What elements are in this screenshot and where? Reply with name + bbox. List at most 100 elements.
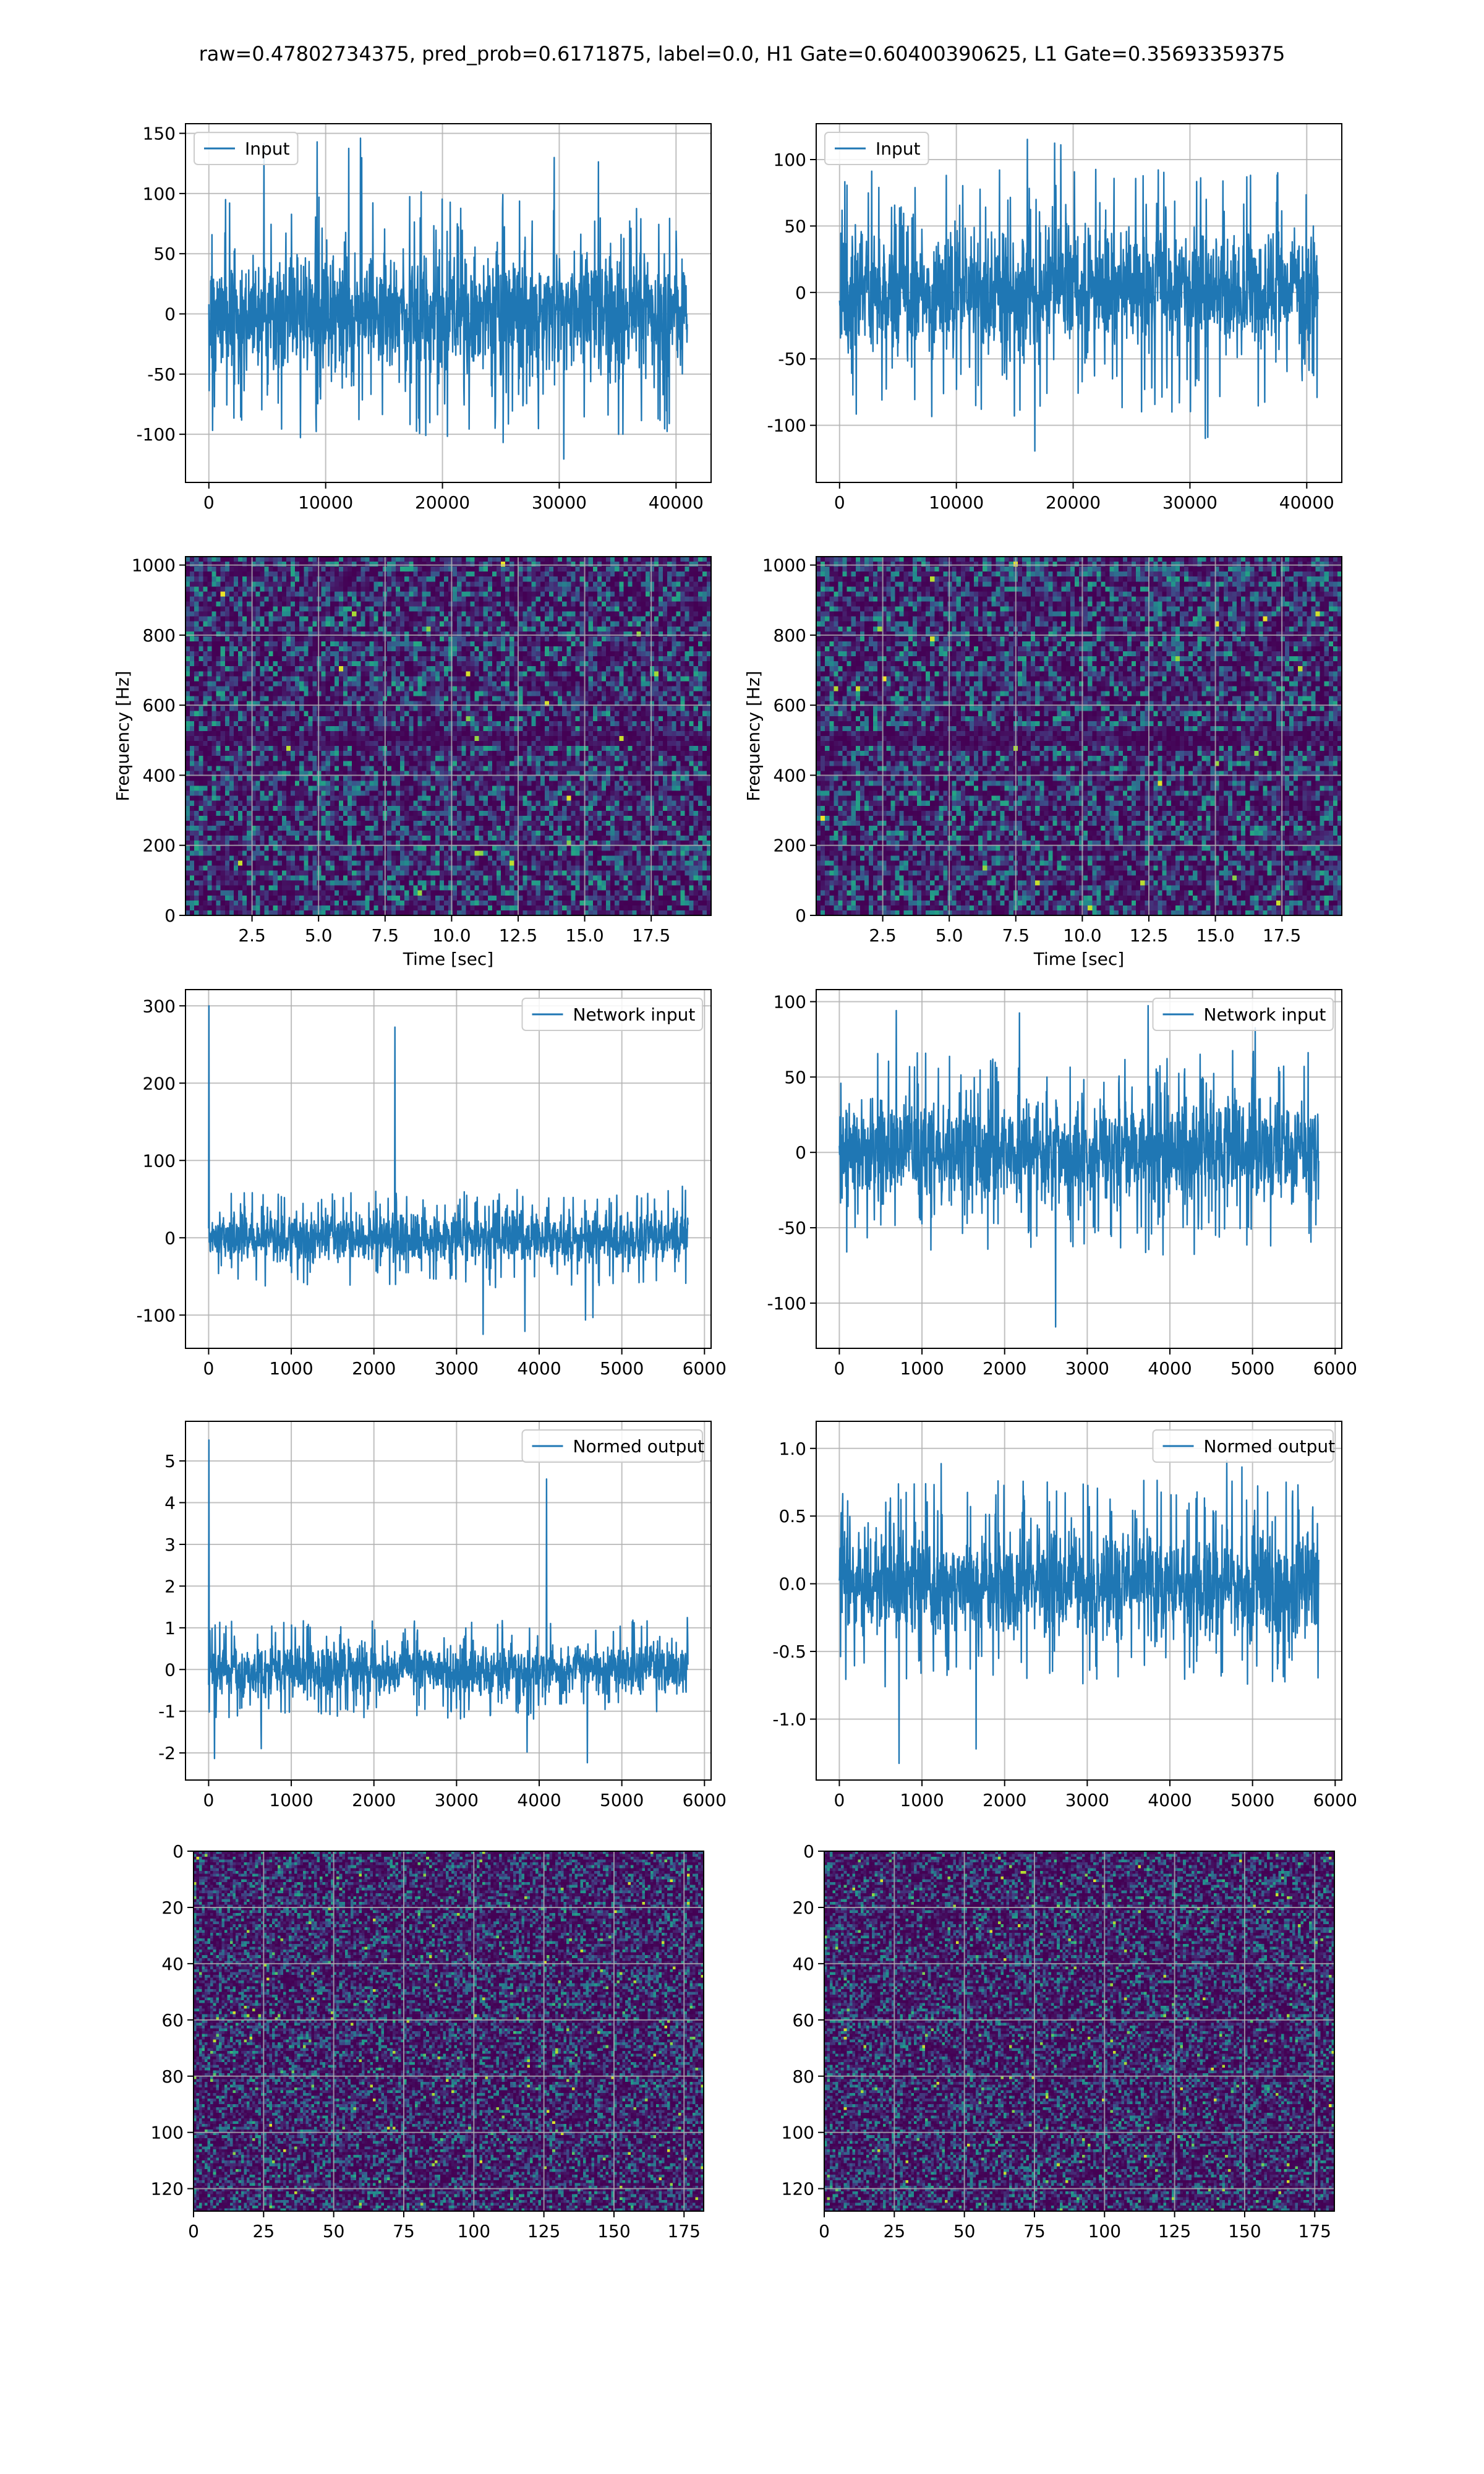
heat-cell	[348, 567, 352, 572]
heat-cell	[194, 586, 199, 592]
heat-cell	[532, 567, 537, 572]
heat-cell	[396, 607, 401, 612]
heat-cell	[532, 646, 537, 652]
heat-cell	[198, 567, 203, 572]
heat-cell	[702, 622, 707, 627]
heat-cell	[558, 656, 563, 662]
heat-cell	[444, 586, 449, 592]
heat-cell	[602, 557, 607, 562]
heat-cell	[413, 646, 418, 652]
heat-cell	[470, 636, 475, 642]
heat-cell	[466, 602, 471, 607]
heat-cell	[317, 586, 322, 592]
heat-cell	[646, 641, 650, 647]
heat-cell	[286, 596, 291, 602]
heat-cell	[356, 612, 361, 617]
heat-cell	[540, 562, 545, 567]
heat-cell	[299, 576, 304, 582]
heat-cell	[589, 612, 594, 617]
heat-cell	[510, 612, 514, 617]
heat-cell	[694, 646, 699, 652]
heat-cell	[299, 651, 304, 657]
heat-cell	[352, 591, 357, 597]
heat-cell	[667, 646, 672, 652]
heat-cell	[282, 636, 287, 642]
heat-cell	[413, 636, 418, 642]
heat-cell	[260, 576, 265, 582]
heat-cell	[479, 646, 484, 652]
heat-cell	[356, 591, 361, 597]
heat-cell	[291, 622, 296, 627]
heat-cell	[488, 557, 493, 562]
heat-cell	[295, 627, 300, 632]
heat-cell	[203, 602, 208, 607]
heat-cell	[255, 596, 260, 602]
heat-cell	[501, 636, 506, 642]
heat-cell	[646, 557, 650, 562]
heat-cell	[203, 646, 208, 652]
heat-cell	[299, 636, 304, 642]
heat-cell	[238, 636, 243, 642]
heat-cell	[440, 562, 445, 567]
heat-cell	[689, 586, 694, 592]
heat-cell	[497, 631, 501, 637]
heat-cell	[589, 557, 594, 562]
heat-cell	[348, 562, 352, 567]
heat-cell	[396, 617, 401, 622]
heat-cell	[317, 631, 322, 637]
heat-cell	[453, 586, 458, 592]
heat-cell	[566, 586, 571, 592]
heat-cell	[562, 636, 567, 642]
heat-cell	[431, 631, 436, 637]
heat-cell	[304, 622, 309, 627]
heat-cell	[680, 591, 685, 597]
heat-cell	[308, 581, 313, 587]
heat-cell	[304, 581, 309, 587]
heat-cell	[602, 641, 607, 647]
heat-cell	[207, 636, 212, 642]
heat-cell	[444, 641, 449, 647]
heat-cell	[667, 571, 672, 577]
heat-cell	[312, 596, 317, 602]
heat-cell	[589, 602, 594, 607]
heat-cell	[470, 617, 475, 622]
heat-cell	[566, 636, 571, 642]
heat-cell	[689, 571, 694, 577]
heat-cell	[255, 656, 260, 662]
heat-cell	[571, 602, 576, 607]
heat-cell	[633, 581, 638, 587]
heat-cell	[694, 612, 699, 617]
heat-cell	[255, 586, 260, 592]
heat-cell	[457, 596, 462, 602]
heat-cell	[497, 591, 501, 597]
heat-cell	[484, 622, 488, 627]
heat-cell	[633, 627, 638, 632]
heat-cell	[234, 581, 239, 587]
heat-cell	[628, 631, 633, 637]
heat-cell	[221, 607, 226, 612]
heat-cell	[501, 586, 506, 592]
heat-cell	[492, 627, 497, 632]
heat-cell	[348, 581, 352, 587]
heat-cell	[400, 596, 405, 602]
heat-cell	[527, 576, 532, 582]
heat-cell	[540, 631, 545, 637]
heat-cell	[641, 627, 646, 632]
heat-cell	[291, 562, 296, 567]
heat-cell	[422, 581, 427, 587]
heat-cell	[532, 591, 537, 597]
heat-cell	[536, 607, 541, 612]
heat-cell	[370, 646, 375, 652]
heat-cell	[212, 651, 217, 657]
heat-cell	[247, 567, 252, 572]
heat-cell	[619, 567, 624, 572]
heat-cell	[194, 627, 199, 632]
heat-cell	[606, 622, 611, 627]
heat-cell	[404, 646, 409, 652]
heat-cell	[527, 562, 532, 567]
heat-cell	[698, 591, 703, 597]
heat-cell	[435, 581, 440, 587]
heat-cell	[404, 591, 409, 597]
heat-cell	[602, 617, 607, 622]
heat-cell	[265, 627, 270, 632]
